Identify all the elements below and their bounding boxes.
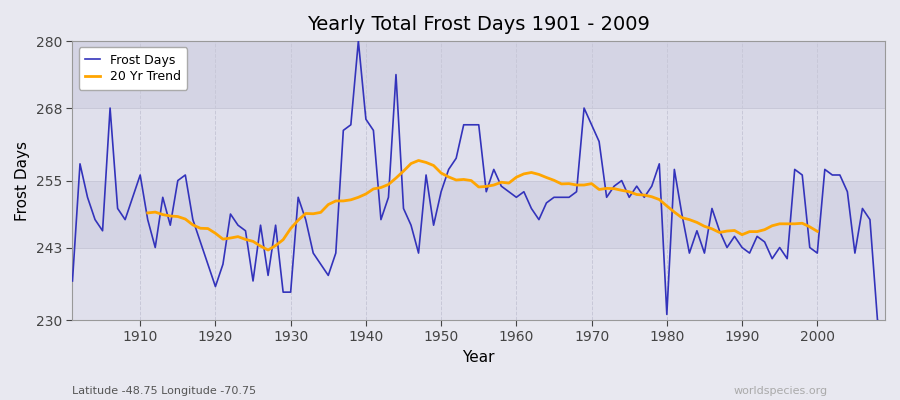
Bar (73, 41, 885, 108)
Bar (73, 180, 885, 248)
Frost Days (518, 189, 529, 194)
Bar (73, 248, 885, 320)
20 Yr Trend (232, 234, 243, 239)
Frost Days (511, 195, 522, 200)
20 Yr Trend (353, 195, 364, 200)
Text: worldspecies.org: worldspecies.org (734, 386, 828, 396)
Frost Days (879, 323, 890, 328)
Frost Days (608, 184, 619, 188)
Y-axis label: Frost Days: Frost Days (15, 140, 30, 220)
Line: Frost Days: Frost Days (73, 41, 885, 326)
20 Yr Trend (142, 210, 153, 215)
X-axis label: Year: Year (463, 350, 495, 365)
Frost Days (353, 39, 364, 44)
Legend: Frost Days, 20 Yr Trend: Frost Days, 20 Yr Trend (78, 47, 187, 90)
Line: 20 Yr Trend: 20 Yr Trend (148, 160, 817, 250)
Frost Days (338, 128, 348, 133)
20 Yr Trend (263, 248, 274, 252)
Frost Days (292, 195, 303, 200)
20 Yr Trend (714, 230, 724, 235)
Frost Days (127, 195, 138, 200)
Bar (73, 108, 885, 180)
20 Yr Trend (812, 229, 823, 234)
Text: Latitude -48.75 Longitude -70.75: Latitude -48.75 Longitude -70.75 (72, 386, 256, 396)
Frost Days (68, 278, 78, 283)
Title: Yearly Total Frost Days 1901 - 2009: Yearly Total Frost Days 1901 - 2009 (307, 15, 650, 34)
20 Yr Trend (624, 189, 634, 194)
20 Yr Trend (796, 221, 807, 226)
20 Yr Trend (413, 158, 424, 163)
20 Yr Trend (729, 228, 740, 233)
